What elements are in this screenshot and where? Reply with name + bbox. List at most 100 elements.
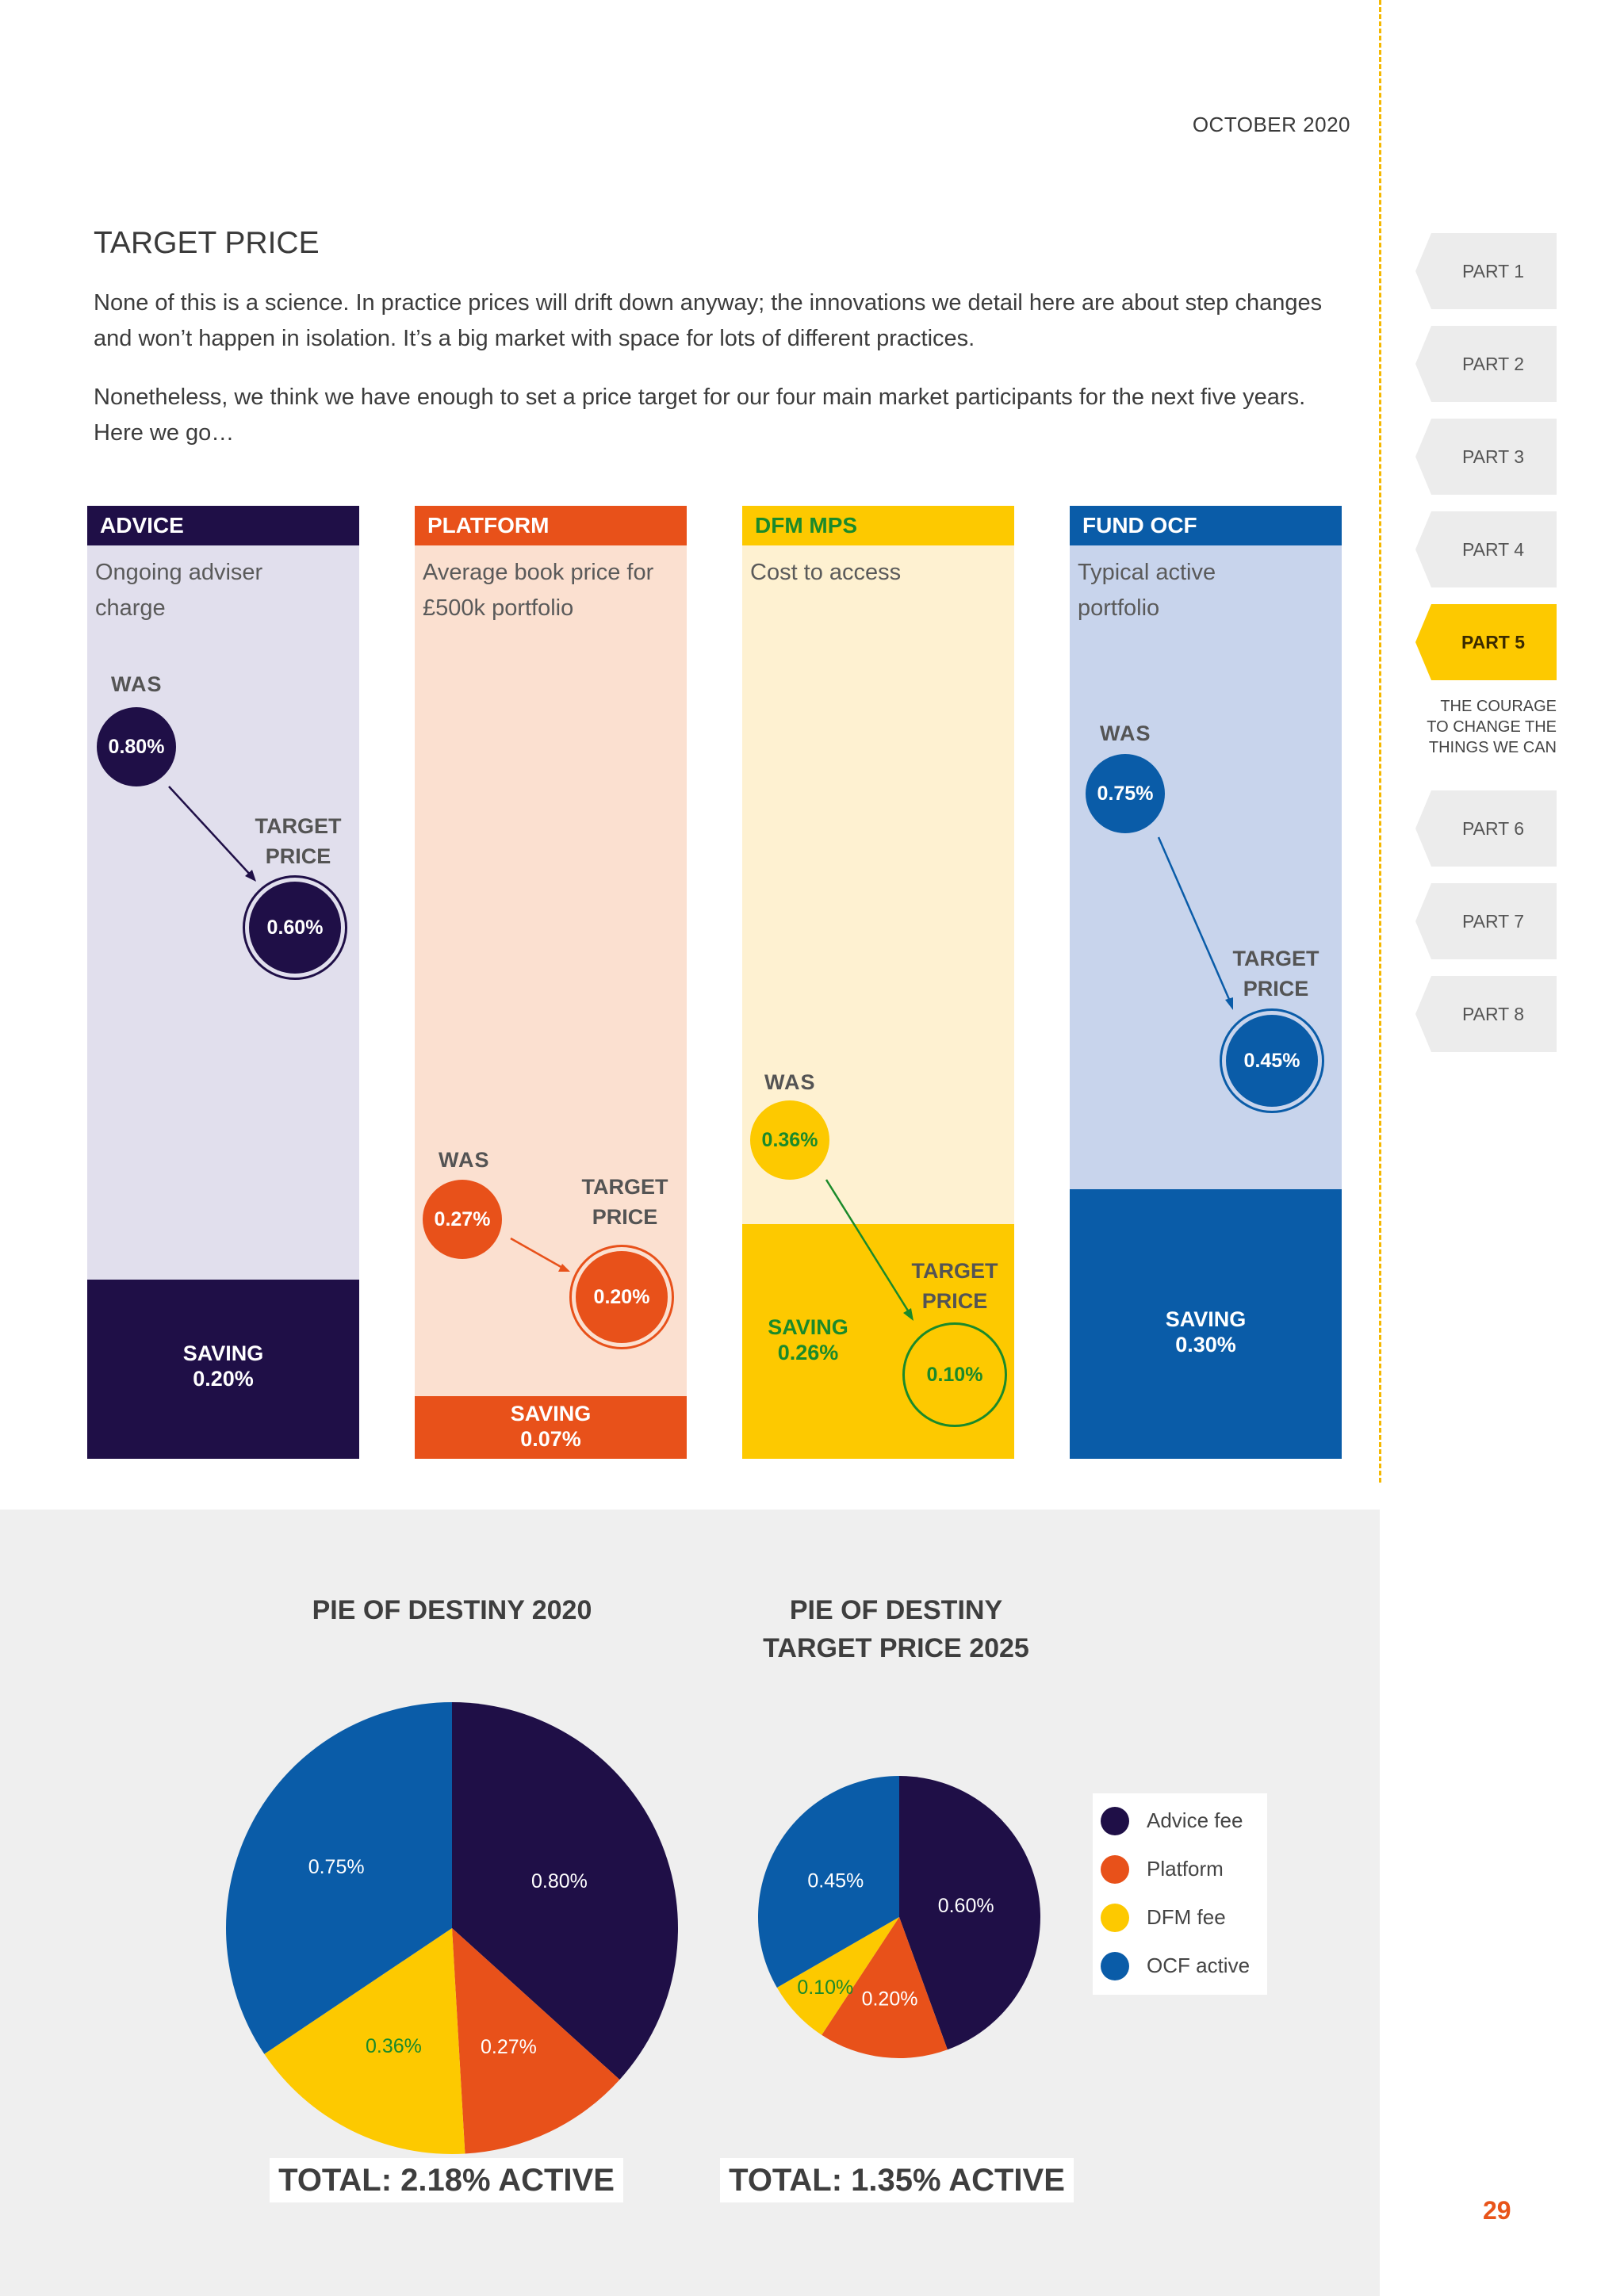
pie-0-label-ocf: 0.75%: [308, 1856, 365, 1878]
platform-target-ring: [569, 1245, 674, 1349]
dfm-target-ring: [902, 1322, 1007, 1427]
pie-0-slice-platform: [452, 1928, 620, 2154]
pie-legend: Advice fee Platform DFM fee OCF active: [1093, 1793, 1267, 1995]
ocf-target-label: TARGET PRICE: [1232, 947, 1320, 1001]
pie-0-label-platform: 0.27%: [481, 2036, 537, 2058]
legend-label-dfm: DFM fee: [1147, 1905, 1226, 1929]
nav-tab-shape: [1415, 511, 1557, 587]
nav-tab-label: PART 5: [1461, 632, 1526, 652]
ocf-was-bubble: 0.75%: [1086, 754, 1165, 833]
nav-tab-label: PART 4: [1462, 539, 1524, 560]
nav-tab-shape: [1415, 419, 1557, 495]
legend-swatch-dfm: [1101, 1904, 1129, 1932]
advice-column: ADVICE Ongoing adviser charge WAS 0.80% …: [87, 506, 359, 1459]
pie-2020-title: PIE OF DESTINY 2020: [312, 1595, 592, 1625]
nav-tab-shape: [1415, 326, 1557, 402]
page-title: TARGET PRICE: [94, 226, 320, 260]
nav-tab-label: PART 8: [1462, 1004, 1524, 1024]
nav-tab-shape: [1415, 883, 1557, 959]
ocf-saving-label: SAVING: [1165, 1307, 1247, 1331]
page-number: 29: [1483, 2196, 1511, 2225]
legend-swatch-ocf: [1101, 1952, 1129, 1980]
dfm-column: DFM MPS Cost to access SAVING 0.26% WAS …: [742, 506, 1014, 1459]
platform-saving-block: SAVING 0.07%: [415, 1396, 687, 1459]
pie-1-label-dfm: 0.10%: [797, 1976, 853, 1999]
nav-tab-label: PART 6: [1462, 818, 1524, 839]
nav-tab-label: PART 2: [1462, 354, 1524, 374]
pie-0-label-advice: 0.80%: [531, 1870, 588, 1892]
pie-1-slice-platform: [822, 1917, 948, 2059]
dfm-was-bubble: 0.36%: [750, 1100, 829, 1180]
ocf-description: Typical active portfolio: [1078, 560, 1216, 621]
ocf-target-ring: [1220, 1008, 1324, 1113]
platform-saving-value: 0.07%: [520, 1427, 581, 1451]
legend-item-dfm: DFM fee: [1093, 1893, 1267, 1942]
pie-1-slice-advice: [899, 1776, 1041, 2050]
nav-tab-part-7[interactable]: PART 7: [1415, 883, 1557, 959]
issue-date: OCTOBER 2020: [1192, 113, 1350, 136]
pie-0-slice-advice: [452, 1702, 679, 2080]
advice-description: Ongoing adviser charge: [95, 560, 263, 621]
nav-tab-shape: [1415, 976, 1557, 1052]
pie-1-label-advice: 0.60%: [938, 1895, 994, 1917]
pie-2025-total: TOTAL: 1.35% ACTIVE: [720, 2158, 1074, 2202]
ocf-arrow: [1157, 836, 1233, 1010]
pie-0-label-dfm: 0.36%: [366, 2035, 422, 2057]
legend-item-platform: Platform: [1093, 1845, 1267, 1893]
platform-column: PLATFORM Average book price for £500k po…: [415, 506, 687, 1459]
dfm-description: Cost to access: [750, 560, 902, 585]
nav-tab-part-2[interactable]: PART 2: [1415, 326, 1557, 402]
platform-was-label: WAS: [439, 1148, 490, 1172]
legend-label-platform: Platform: [1147, 1857, 1224, 1881]
nav-tab-part-8[interactable]: PART 8: [1415, 976, 1557, 1052]
legend-swatch-platform: [1101, 1855, 1129, 1884]
nav-tab-shape: [1415, 233, 1557, 309]
nav-tab-part-4[interactable]: PART 4: [1415, 511, 1557, 587]
advice-heading: ADVICE: [87, 506, 359, 545]
nav-tab-label: PART 1: [1462, 261, 1524, 281]
advice-was-label: WAS: [111, 672, 163, 696]
legend-item-advice: Advice fee: [1093, 1797, 1267, 1845]
nav-tab-label: PART 3: [1462, 446, 1524, 467]
platform-target-bubble: 0.20%: [576, 1251, 668, 1343]
advice-saving-block: SAVING 0.20%: [87, 1280, 359, 1459]
pie-0-slice-dfm: [264, 1928, 465, 2155]
dfm-was-label: WAS: [764, 1070, 816, 1094]
pie-1-label-ocf: 0.45%: [807, 1870, 864, 1892]
ocf-saving-value: 0.30%: [1175, 1333, 1236, 1357]
active-part-subtitle: THE COURAGE TO CHANGE THE THINGS WE CAN: [1427, 698, 1557, 756]
nav-tab-part-5[interactable]: PART 5: [1415, 604, 1557, 680]
nav-tab-part-6[interactable]: PART 6: [1415, 790, 1557, 867]
dfm-target-label: TARGET PRICE: [911, 1259, 998, 1313]
platform-target-label: TARGET PRICE: [581, 1175, 668, 1229]
legend-swatch-advice: [1101, 1807, 1129, 1835]
advice-arrow: [168, 786, 256, 882]
platform-saving-label: SAVING: [510, 1402, 592, 1425]
platform-heading: PLATFORM: [415, 506, 687, 545]
pie-1-slice-ocf: [757, 1776, 899, 1988]
nav-tab-shape: [1415, 790, 1557, 867]
nav-tab-part-1[interactable]: PART 1: [1415, 233, 1557, 309]
pie-1-slice-dfm: [776, 1917, 899, 2035]
platform-was-bubble: 0.27%: [423, 1180, 502, 1259]
dfm-target-bubble: 0.10%: [909, 1329, 1001, 1421]
nav-tab-shape: [1415, 604, 1557, 680]
legend-item-ocf: OCF active: [1093, 1942, 1267, 1990]
legend-label-ocf: OCF active: [1147, 1954, 1251, 1977]
dfm-saving-value: 0.26%: [777, 1341, 839, 1364]
pie-2025-title: PIE OF DESTINY TARGET PRICE 2025: [763, 1595, 1029, 1663]
advice-saving-label: SAVING: [182, 1341, 264, 1365]
pie-1-label-platform: 0.20%: [862, 1988, 918, 2011]
nav-tab-label: PART 7: [1462, 911, 1524, 932]
intro-paragraph-1: None of this is a science. In practice p…: [94, 290, 1323, 351]
pie-0-slice-ocf: [225, 1702, 452, 2054]
dfm-arrow: [825, 1179, 914, 1321]
nav-tab-part-3[interactable]: PART 3: [1415, 419, 1557, 495]
intro-paragraph-2: Nonetheless, we think we have enough to …: [94, 385, 1306, 446]
ocf-was-label: WAS: [1100, 721, 1151, 745]
ocf-column: FUND OCF Typical active portfolio WAS 0.…: [1070, 506, 1342, 1459]
legend-label-advice: Advice fee: [1147, 1808, 1243, 1832]
advice-target-bubble: 0.60%: [249, 882, 341, 974]
advice-target-label: TARGET PRICE: [255, 814, 342, 868]
